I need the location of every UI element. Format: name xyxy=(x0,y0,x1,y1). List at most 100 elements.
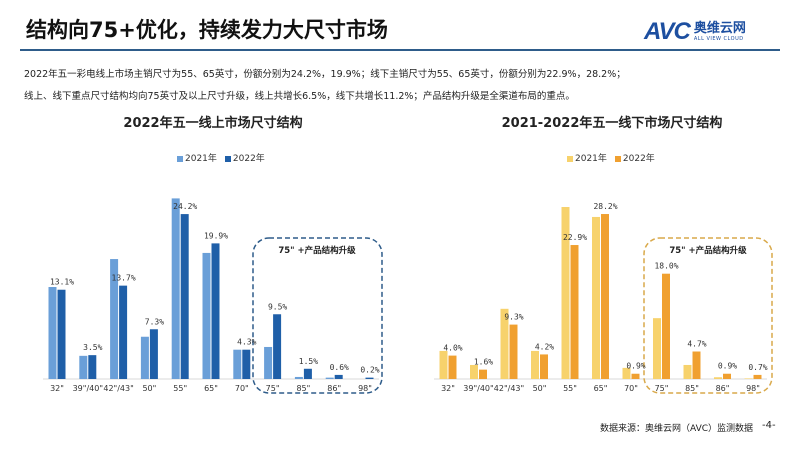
bar-2022年-70" xyxy=(631,373,640,379)
bar-2022年-65" xyxy=(211,243,220,379)
x-tick-label: 86" xyxy=(716,384,730,393)
bar-2022年-55" xyxy=(570,245,579,379)
annotation-label: 75" +产品结构升级 xyxy=(669,245,747,256)
legend-label: 2022年 xyxy=(622,154,655,164)
x-tick-label: 75" xyxy=(266,384,280,393)
title-divider xyxy=(20,49,780,51)
bar-2022年-50" xyxy=(149,329,158,379)
bar-2021年-32" xyxy=(439,350,448,379)
legend-item-2021: 2021年 xyxy=(567,151,607,164)
bar-2022年-70" xyxy=(242,349,251,379)
bar-2021年-65" xyxy=(202,252,211,379)
bar-2021年-75" xyxy=(653,318,661,379)
x-tick-label: 55" xyxy=(173,384,187,393)
bar-2022年-85" xyxy=(692,351,701,379)
data-label: 9.3% xyxy=(504,313,523,322)
offline-legend: 2021年 2022年 xyxy=(567,151,655,164)
bar-2022年-65" xyxy=(601,214,609,379)
bar-2022年-42"/43" xyxy=(119,285,128,379)
x-tick-label: 70" xyxy=(235,384,249,393)
data-label: 0.9% xyxy=(718,362,737,371)
bar-2022年-98" xyxy=(753,374,762,379)
bar-2021年-98" xyxy=(744,378,753,379)
bar-2022年-98" xyxy=(365,377,374,379)
online-legend: 2021年 2022年 xyxy=(177,151,265,164)
x-tick-label: 39"/40" xyxy=(463,384,493,393)
data-label: 3.5% xyxy=(83,343,102,352)
data-label: 13.1% xyxy=(50,278,74,287)
logo-avc-text: AVC xyxy=(644,18,691,45)
x-tick-label: 98" xyxy=(358,384,372,393)
x-tick-label: 50" xyxy=(142,384,156,393)
avc-logo: AVC 奥维云网 ALL VIEW CLOUD xyxy=(644,18,746,46)
bar-2022年-55" xyxy=(180,214,189,379)
data-label: 18.0% xyxy=(654,262,678,271)
data-source: 数据来源：奥维云网（AVC）监测数据 xyxy=(600,424,754,434)
bar-2022年-50" xyxy=(540,354,548,379)
data-label: 0.6% xyxy=(330,363,349,372)
x-tick-label: 65" xyxy=(594,384,608,393)
data-label: 4.0% xyxy=(443,344,462,353)
data-label: 4.3% xyxy=(237,338,256,347)
bar-2021年-50" xyxy=(140,336,149,379)
bar-2021年-55" xyxy=(561,207,570,379)
legend-item-2022: 2022年 xyxy=(614,151,655,164)
x-tick-label: 65" xyxy=(204,384,218,393)
x-tick-label: 85" xyxy=(685,384,699,393)
legend-item-2021: 2021年 xyxy=(177,151,217,164)
online-chart-title: 2022年五一线上市场尺寸结构 xyxy=(123,116,303,131)
data-label: 1.6% xyxy=(474,358,493,367)
data-label: 1.5% xyxy=(299,357,318,366)
data-label: 24.2% xyxy=(173,202,197,211)
logo-en-text: ALL VIEW CLOUD xyxy=(693,36,744,42)
legend-label: 2021年 xyxy=(575,154,607,164)
x-tick-label: 50" xyxy=(533,384,547,393)
bar-2022年-39"/40" xyxy=(479,369,487,379)
bar-2021年-86" xyxy=(325,377,334,379)
bar-2021年-42"/43" xyxy=(110,259,119,379)
data-label: 28.2% xyxy=(593,202,617,211)
bar-2022年-75" xyxy=(662,273,670,379)
bar-2021年-86" xyxy=(714,377,722,379)
bar-2021年-85" xyxy=(294,376,303,379)
legend-label: 2022年 xyxy=(232,154,265,164)
x-tick-label: 42"/43" xyxy=(494,384,524,393)
data-label: 4.2% xyxy=(535,342,554,351)
data-label: 22.9% xyxy=(563,233,587,242)
x-tick-label: 70" xyxy=(624,384,638,393)
bar-2021年-50" xyxy=(531,350,539,379)
upgrade-highlight-box xyxy=(252,237,383,394)
x-tick-label: 86" xyxy=(327,384,341,393)
x-tick-label: 32" xyxy=(50,384,64,393)
x-tick-label: 75" xyxy=(655,384,669,393)
x-tick-label: 98" xyxy=(746,384,760,393)
bar-2022年-86" xyxy=(334,374,343,379)
description-line-1: 2022年五一彩电线上市场主销尺寸为55、65英寸，份额分别为24.2%，19.… xyxy=(24,69,626,80)
annotation-label: 75" +产品结构升级 xyxy=(278,245,356,256)
data-label: 13.7% xyxy=(112,274,136,283)
description-line-2: 线上、线下重点尺寸结构均向75英寸及以上尺寸升级，线上共增长6.5%，线下共增长… xyxy=(24,91,575,102)
bar-2022年-75" xyxy=(273,314,282,379)
bar-2022年-86" xyxy=(723,373,731,379)
bar-2021年-75" xyxy=(264,346,273,379)
bar-2021年-70" xyxy=(622,367,631,379)
bar-2022年-32" xyxy=(448,355,457,379)
legend-label: 2021年 xyxy=(185,154,217,164)
bar-2022年-85" xyxy=(303,368,312,379)
page-number: -4- xyxy=(762,420,776,431)
bar-2021年-39"/40" xyxy=(470,364,478,379)
bar-2021年-42"/43" xyxy=(500,308,509,379)
data-label: 0.9% xyxy=(626,362,645,371)
bar-2021年-39"/40" xyxy=(79,355,88,379)
data-label: 4.7% xyxy=(687,340,706,349)
upgrade-highlight-box xyxy=(643,237,773,394)
bar-2022年-39"/40" xyxy=(88,355,97,379)
offline-chart-title: 2021-2022年五一线下市场尺寸结构 xyxy=(501,116,723,131)
data-label: 0.7% xyxy=(748,363,767,372)
data-label: 19.9% xyxy=(204,231,228,240)
x-tick-label: 42"/43" xyxy=(103,384,133,393)
logo-cn-text: 奥维云网 xyxy=(693,21,746,36)
bar-2021年-85" xyxy=(683,364,692,379)
x-tick-label: 55" xyxy=(563,384,577,393)
